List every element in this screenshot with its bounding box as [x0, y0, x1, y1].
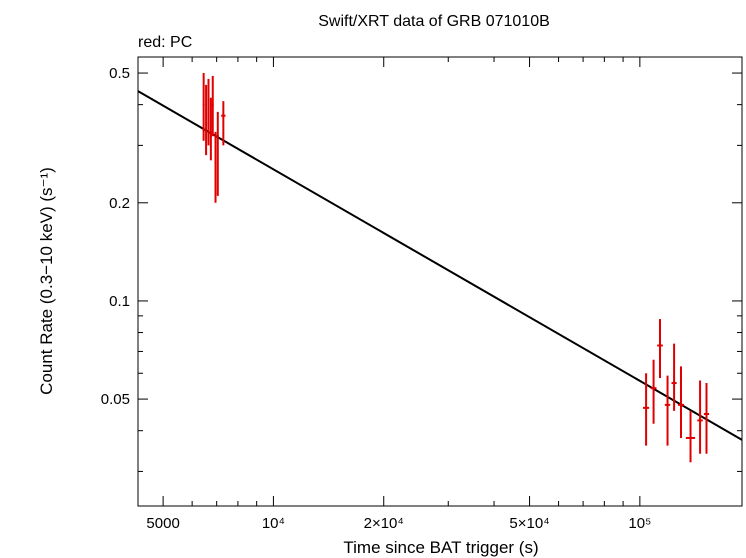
x-tick-label: 5000 [146, 515, 179, 532]
y-tick-label: 0.05 [101, 391, 130, 408]
data-point [697, 380, 703, 454]
data-layer [202, 73, 710, 463]
data-point [202, 73, 205, 141]
data-point [677, 366, 685, 438]
data-point [221, 101, 226, 146]
x-tick-label: 10⁴ [262, 515, 285, 532]
x-axis-label: Time since BAT trigger (s) [343, 538, 538, 557]
data-point [214, 131, 217, 203]
data-point [703, 383, 710, 454]
data-point [205, 84, 208, 156]
plot-frame [137, 56, 743, 507]
data-point [657, 319, 663, 379]
data-point [671, 343, 677, 411]
data-point [650, 359, 657, 424]
data-point [216, 111, 219, 196]
model-fit-line [137, 90, 743, 441]
y-axis-label: Count Rate (0.3−10 keV) (s⁻¹) [37, 167, 56, 395]
data-point [664, 375, 671, 446]
data-point [643, 373, 650, 446]
model-layer [137, 90, 743, 441]
data-point [685, 410, 696, 463]
x-tick-label: 5×10⁴ [509, 515, 549, 532]
y-tick-label: 0.5 [109, 65, 130, 82]
x-tick-label: 2×10⁴ [364, 515, 404, 532]
data-point [209, 97, 212, 161]
chart-subtitle: red: PC [138, 34, 192, 51]
data-point [211, 75, 214, 137]
y-tick-label: 0.2 [109, 195, 130, 212]
data-point [207, 78, 210, 146]
chart-title: Swift/XRT data of GRB 071010B [318, 13, 550, 30]
axes-layer: 5000 10⁴ 2×10⁴ 5×10⁴ 10⁵ 0.05 0.1 0.2 0.5 [101, 56, 743, 532]
x-tick-label: 10⁵ [628, 515, 651, 532]
y-tick-label: 0.1 [109, 293, 130, 310]
